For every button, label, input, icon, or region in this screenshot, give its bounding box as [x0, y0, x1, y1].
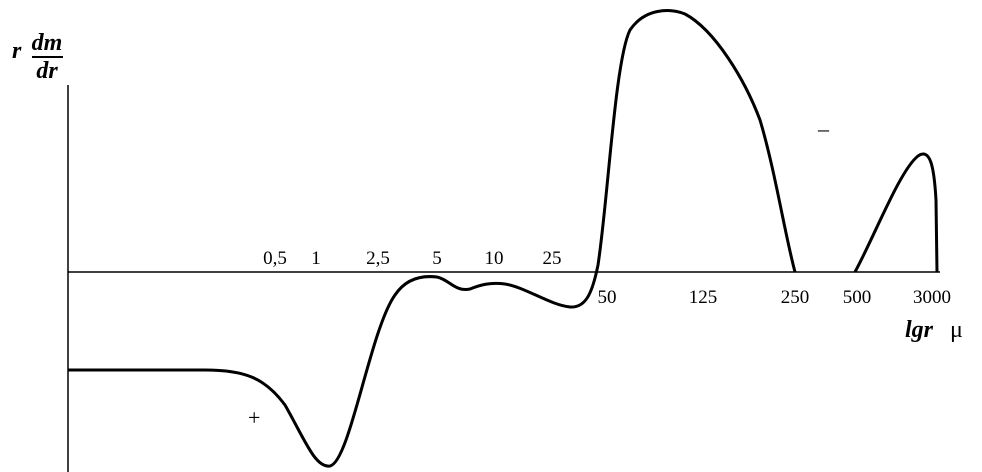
x-label-main: lgr [905, 317, 934, 343]
tick-label: 10 [485, 248, 504, 269]
tick-label: 50 [598, 287, 617, 308]
y-label-prefix: r [12, 38, 22, 64]
tick-label: 500 [843, 287, 872, 308]
annotation-minus: – [817, 116, 830, 141]
tick-label: 5 [432, 248, 442, 269]
tick-label: 125 [689, 287, 718, 308]
y-label-numerator: dm [32, 30, 63, 56]
tick-label: 250 [781, 287, 810, 308]
tick-label: 25 [543, 248, 562, 269]
annotation-plus: + [248, 405, 260, 430]
curve [853, 152, 939, 273]
y-label-denominator: dr [36, 58, 58, 84]
tick-label: 1 [311, 248, 321, 269]
curve [68, 9, 797, 468]
x-label-unit: μ [950, 317, 963, 343]
tick-label: 0,5 [263, 248, 287, 269]
tick-label: 3000 [913, 287, 951, 308]
tick-label: 2,5 [366, 248, 390, 269]
